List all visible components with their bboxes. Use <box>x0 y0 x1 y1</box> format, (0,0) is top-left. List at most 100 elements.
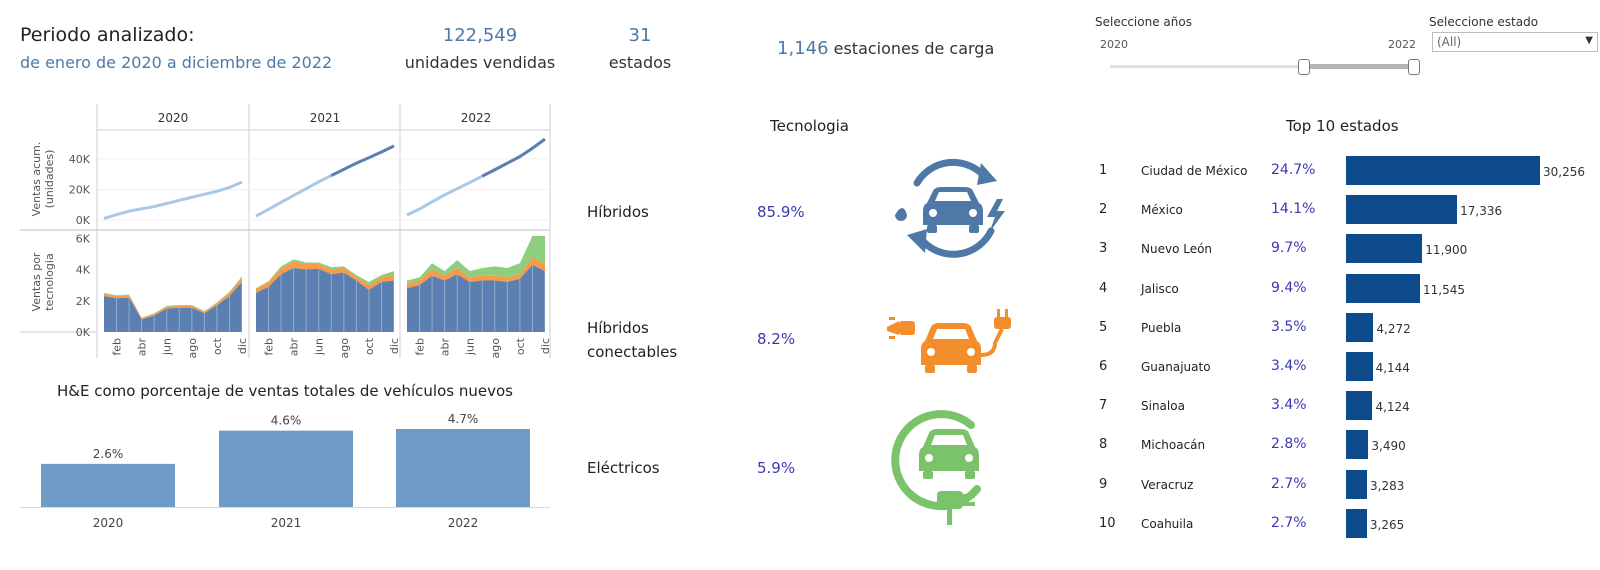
area-ylabel: Ventas portecnologia <box>30 252 56 311</box>
cumulative-sales-line-2022 <box>406 137 546 217</box>
state-name: Ciudad de México <box>1141 164 1248 178</box>
state-value-label: 17,336 <box>1460 204 1503 219</box>
tech-pct-plugin-hybrids: 8.2% <box>757 330 796 348</box>
state-rank: 9 <box>1099 476 1108 492</box>
month-tick-label: abr <box>439 338 452 357</box>
state-value-label: 4,144 <box>1375 361 1410 375</box>
state-pct: 24.7% <box>1271 162 1316 178</box>
state-name: México <box>1141 203 1183 218</box>
month-tick-label: feb <box>263 338 276 356</box>
state-bar <box>1346 234 1423 264</box>
state-rank: 2 <box>1099 202 1108 218</box>
state-name: Michoacán <box>1141 438 1206 453</box>
state-name: Sinaloa <box>1141 399 1185 414</box>
he-bar-value-label: 4.7% <box>448 412 479 426</box>
state-pct: 3.4% <box>1271 397 1307 414</box>
state-bar <box>1346 273 1421 303</box>
tech-pct-electric: 5.9% <box>757 459 796 477</box>
cumulative-sales-line-recent-2022 <box>481 137 546 178</box>
state-value-label: 3,265 <box>1369 517 1405 532</box>
state-value-label: 4,124 <box>1375 400 1410 415</box>
hybrid-car-icon <box>895 158 1005 258</box>
state-bar <box>1346 312 1374 342</box>
state-rank: 8 <box>1099 437 1108 453</box>
state-select-value: (All) <box>1437 35 1462 49</box>
state-pct: 2.7% <box>1271 514 1307 531</box>
panel-year-label: 2021 <box>310 111 341 125</box>
month-tick-label: abr <box>288 338 301 357</box>
area-electricos-2021 <box>256 259 394 290</box>
month-tick-label: jun <box>464 338 477 356</box>
state-filter-title: Seleccione estado <box>1429 15 1539 29</box>
state-rank: 10 <box>1099 515 1116 531</box>
area-electricos-2022 <box>407 235 545 284</box>
state-select[interactable]: (All) ▼ <box>1432 32 1598 52</box>
states-label: estados <box>608 53 672 72</box>
state-value-label: 30,256 <box>1543 165 1585 179</box>
he-bar-category-label: 2021 <box>271 516 302 530</box>
month-tick-label: dic <box>388 338 401 354</box>
panel-year-label: 2022 <box>461 111 492 125</box>
month-tick-label: feb <box>111 338 124 356</box>
state-rank: 4 <box>1099 280 1108 296</box>
panel-year-label: 2020 <box>158 111 189 125</box>
state-pct: 9.4% <box>1271 279 1307 296</box>
he-bar-category-label: 2022 <box>448 516 479 530</box>
area-ytick-label: 4K <box>76 264 91 277</box>
he-bar-2021 <box>219 430 353 507</box>
period-value: de enero de 2020 a diciembre de 2022 <box>20 53 333 72</box>
area-ytick-label: 2K <box>76 295 91 308</box>
state-bar <box>1346 430 1369 460</box>
month-tick-label: jun <box>313 338 326 356</box>
units-sold-label: unidades vendidas <box>404 53 556 72</box>
years-slider-range <box>1303 64 1413 69</box>
states-value: 31 <box>628 25 652 46</box>
state-pct: 3.5% <box>1271 318 1307 335</box>
he-bar-value-label: 2.6% <box>93 447 124 461</box>
charging-stations-value: 1,146 <box>777 38 829 59</box>
state-rank: 3 <box>1099 241 1108 257</box>
tech-name-electric: Eléctricos <box>587 459 660 477</box>
year-min-label: 2020 <box>1100 38 1128 51</box>
he-bar-2020 <box>41 463 175 507</box>
month-tick-label: feb <box>414 338 427 356</box>
years-slider-max-handle[interactable] <box>1408 59 1420 75</box>
tech-pct-hybrids: 85.9% <box>757 203 805 221</box>
month-tick-label: jun <box>161 338 174 356</box>
state-bar <box>1346 195 1458 225</box>
state-rank: 5 <box>1099 319 1108 335</box>
state-rank: 6 <box>1099 359 1108 374</box>
month-tick-label: oct <box>211 337 224 355</box>
line-ylabel: Ventas acum.(unidades) <box>30 142 56 217</box>
units-sold-value: 122,549 <box>442 25 518 46</box>
electric-car-icon <box>891 410 981 525</box>
month-tick-label: oct <box>514 337 527 355</box>
month-tick-label: ago <box>338 338 351 359</box>
state-name: Puebla <box>1141 320 1182 335</box>
tech-name-plugin-hybrids: Híbridos conectables <box>587 319 678 361</box>
technology-title: Tecnologia <box>770 117 849 135</box>
state-pct: 3.4% <box>1271 358 1307 374</box>
he-bar-value-label: 4.6% <box>271 414 302 428</box>
month-tick-label: ago <box>186 338 199 359</box>
he-bar-chart: 2.6% 2020 4.6% 2021 4.7% 2022 <box>20 412 550 530</box>
area-hibridos-2021 <box>256 267 394 332</box>
cumulative-sales-line-2020 <box>103 180 243 220</box>
line-ytick-label: 40K <box>69 153 91 166</box>
area-ytick-label: 6K <box>76 232 91 245</box>
cumulative-sales-line-recent-2021 <box>330 144 395 177</box>
area-ytick-label: 0K <box>76 326 91 339</box>
state-pct: 14.1% <box>1271 201 1316 218</box>
area-conectables-2021 <box>256 261 394 293</box>
state-rank: 7 <box>1099 398 1108 414</box>
years-slider-track[interactable] <box>1110 65 1415 68</box>
area-hibridos-2022 <box>407 264 545 332</box>
tech-name-hybrids: Híbridos <box>587 203 649 221</box>
line-ytick-label: 0K <box>76 214 91 227</box>
years-slider-min-handle[interactable] <box>1298 59 1310 75</box>
month-tick-label: ago <box>489 338 502 359</box>
state-rank: 1 <box>1099 163 1108 178</box>
state-bar <box>1346 508 1367 538</box>
he-bar-category-label: 2020 <box>93 516 124 530</box>
top-states-title: Top 10 estados <box>1286 117 1399 135</box>
